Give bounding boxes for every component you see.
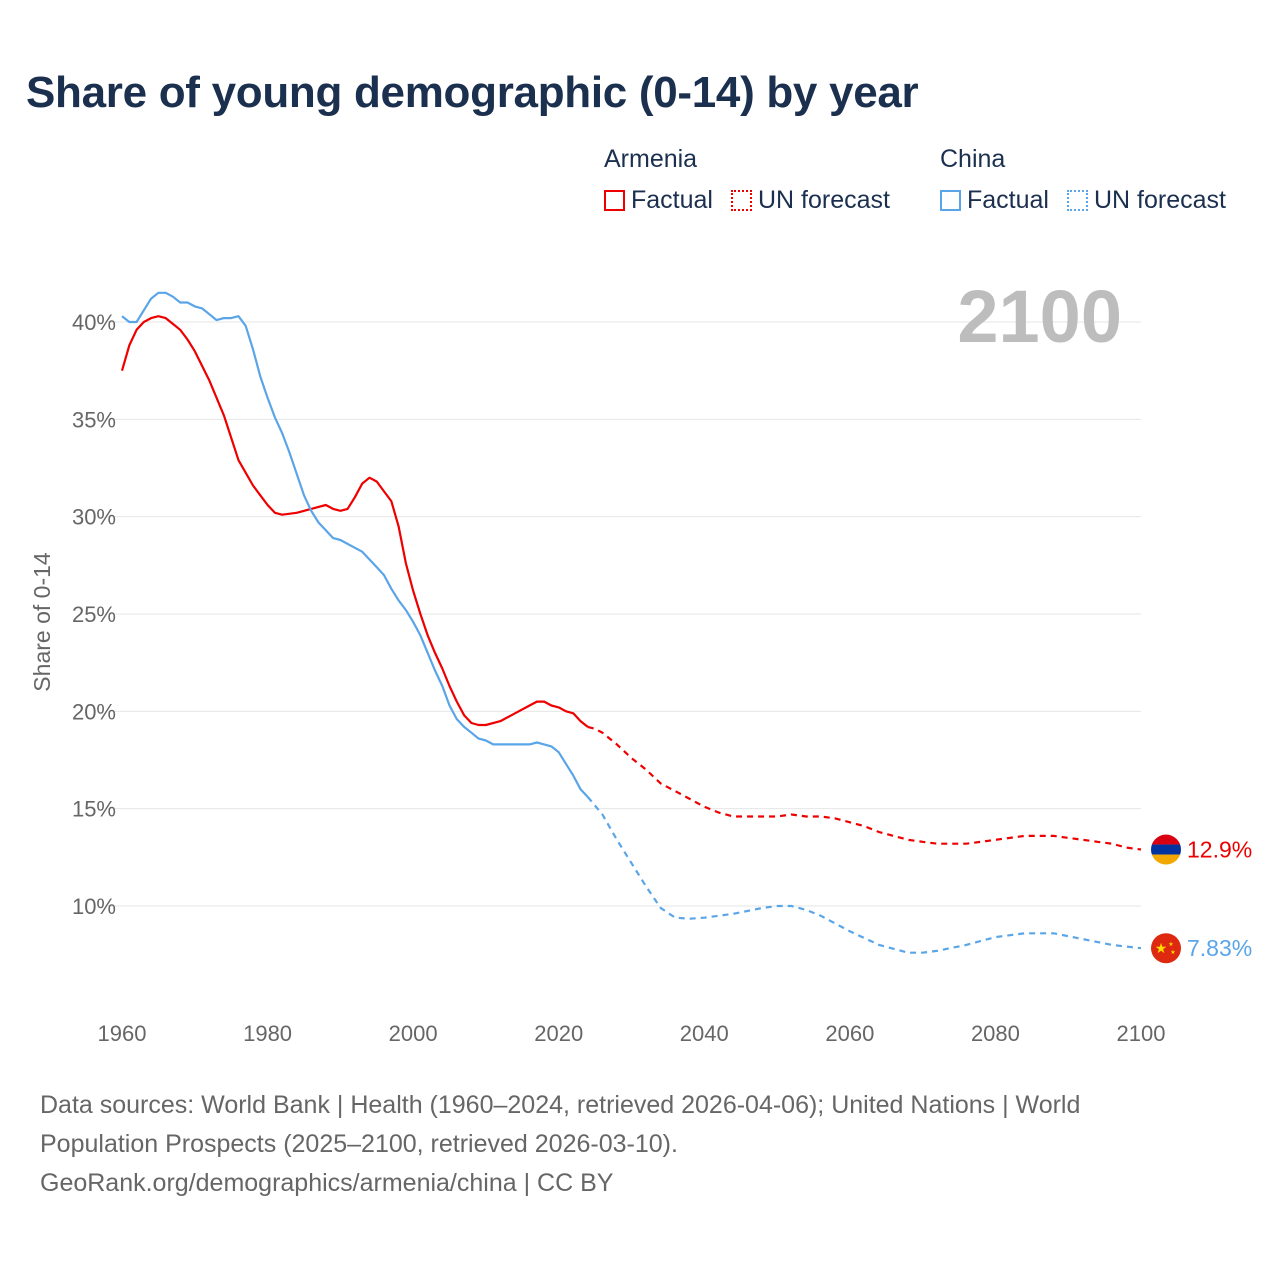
x-tick-label: 2020 (534, 1021, 583, 1046)
y-tick-label: 20% (72, 699, 116, 724)
armenia-end-label: 12.9% (1187, 837, 1252, 863)
y-axis-label: Share of 0-14 (29, 552, 55, 692)
china-forecast-line (586, 796, 1142, 954)
flag-circle (1151, 933, 1181, 964)
star-icon: ★ (1155, 940, 1168, 956)
legend-label: UN forecast (1093, 186, 1226, 214)
legend-label: UN forecast (757, 186, 890, 214)
year-watermark: 2100 (957, 275, 1122, 358)
data-sources: Data sources: World Bank | Health (1960–… (40, 1091, 1081, 1158)
legend-label: Factual (967, 186, 1049, 214)
x-tick-label: 2080 (971, 1021, 1020, 1046)
china-end-label: 7.83% (1187, 935, 1252, 961)
legend-armenia-forecast[interactable]: UN forecast (730, 186, 890, 215)
china-flag-icon: ★ ★★ (1151, 933, 1181, 964)
y-tick-label: 15% (72, 797, 116, 822)
x-tick-label: 2060 (825, 1021, 874, 1046)
x-tick-label: 2100 (1117, 1021, 1166, 1046)
dotted-swatch-icon (730, 190, 752, 211)
solid-swatch-icon (604, 190, 625, 211)
x-tick-label: 2000 (389, 1021, 438, 1046)
solid-swatch-icon (940, 190, 961, 211)
legend-armenia: Armenia Factual UN forecast (604, 145, 890, 215)
y-tick-label: 35% (72, 407, 116, 432)
y-tick-label: 10% (72, 894, 116, 919)
legend-china: China Factual UN forecast (940, 145, 1226, 215)
flag-stripe-orange (1151, 854, 1181, 865)
footer: Data sources: World Bank | Health (1960–… (40, 1086, 1160, 1203)
armenia-flag-icon (1151, 834, 1181, 865)
chart-title: Share of young demographic (0-14) by yea… (26, 68, 919, 117)
dotted-swatch-icon (1066, 190, 1088, 211)
y-tick-label: 25% (72, 602, 116, 627)
legend-armenia-title: Armenia (604, 145, 698, 173)
armenia-factual-line (120, 315, 589, 728)
legend-china-forecast[interactable]: UN forecast (1066, 186, 1226, 215)
flag-stripe-blue (1151, 844, 1181, 855)
credit-link[interactable]: GeoRank.org/demographics/armenia/china |… (40, 1169, 614, 1197)
legend-china-title: China (940, 145, 1006, 173)
armenia-forecast-line (587, 725, 1142, 851)
legend-armenia-factual[interactable]: Factual (604, 186, 713, 215)
star-icon: ★ (1168, 941, 1173, 948)
flag-stripe-red (1151, 834, 1181, 845)
x-tick-label: 2040 (680, 1021, 729, 1046)
x-tick-label: 1960 (98, 1021, 147, 1046)
x-tick-label: 1980 (243, 1021, 292, 1046)
star-icon: ★ (1170, 949, 1175, 956)
y-tick-label: 40% (72, 310, 116, 335)
legend-label: Factual (631, 186, 713, 214)
legend-china-factual[interactable]: Factual (940, 186, 1049, 215)
china-factual-line (121, 291, 589, 798)
y-tick-label: 30% (72, 505, 116, 530)
